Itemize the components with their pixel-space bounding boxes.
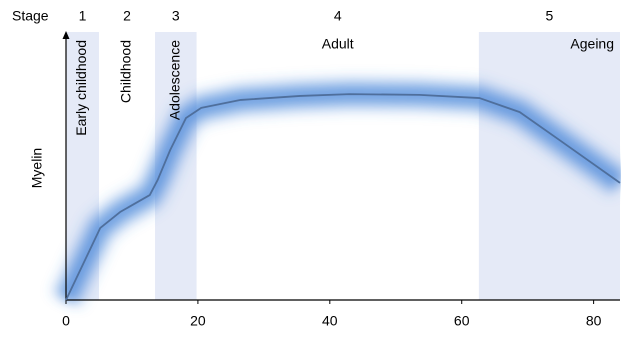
stage-label: Ageing	[570, 36, 614, 52]
x-tick-label: 80	[586, 313, 602, 329]
stage-header: Stage	[12, 8, 49, 24]
stage-number: 4	[334, 8, 342, 24]
stage-label: Childhood	[118, 40, 134, 103]
stage-label: Adolescence	[167, 40, 183, 120]
stage-number: 2	[123, 8, 131, 24]
x-tick-label: 0	[62, 313, 70, 329]
data-line	[65, 93, 621, 301]
x-tick-label: 60	[454, 313, 470, 329]
stage-label: Adult	[322, 36, 354, 52]
stage-number: 1	[79, 8, 87, 24]
stage-number: 3	[172, 8, 180, 24]
y-axis-label: Myelin	[29, 148, 45, 188]
stage-label: Early childhood	[73, 40, 89, 136]
stage-number: 5	[546, 8, 554, 24]
x-tick-label: 20	[190, 313, 206, 329]
x-tick-label: 40	[322, 313, 338, 329]
y-axis-arrow	[62, 31, 70, 39]
